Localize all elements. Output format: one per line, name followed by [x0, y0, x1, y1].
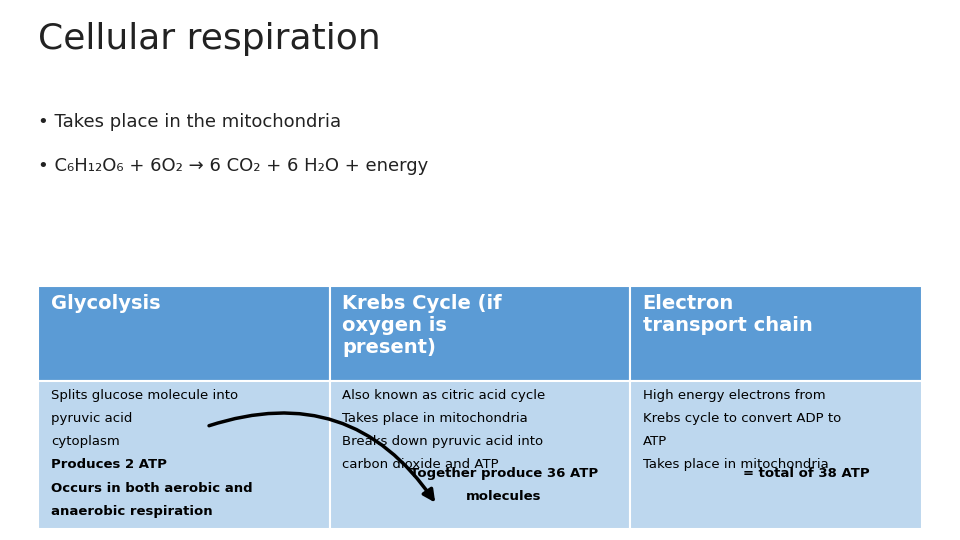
FancyBboxPatch shape — [38, 286, 330, 381]
FancyBboxPatch shape — [630, 286, 922, 381]
Text: carbon dioxide and ATP: carbon dioxide and ATP — [343, 458, 499, 471]
Text: Krebs cycle to convert ADP to: Krebs cycle to convert ADP to — [642, 412, 841, 425]
Text: molecules: molecules — [467, 490, 541, 503]
FancyBboxPatch shape — [330, 286, 630, 381]
Text: • Takes place in the mitochondria: • Takes place in the mitochondria — [38, 113, 342, 131]
Text: High energy electrons from: High energy electrons from — [642, 389, 826, 402]
Text: Also known as citric acid cycle: Also known as citric acid cycle — [343, 389, 545, 402]
FancyBboxPatch shape — [38, 381, 330, 529]
Text: Krebs Cycle (if
oxygen is
present): Krebs Cycle (if oxygen is present) — [343, 294, 502, 357]
Text: Occurs in both aerobic and: Occurs in both aerobic and — [51, 482, 252, 495]
Text: anaerobic respiration: anaerobic respiration — [51, 505, 212, 518]
Text: Glycolysis: Glycolysis — [51, 294, 160, 313]
Text: Splits glucose molecule into: Splits glucose molecule into — [51, 389, 238, 402]
Text: = total of 38 ATP: = total of 38 ATP — [743, 467, 870, 480]
Text: Cellular respiration: Cellular respiration — [38, 22, 381, 56]
Text: Takes place in mitochondria: Takes place in mitochondria — [642, 458, 828, 471]
Text: Takes place in mitochondria: Takes place in mitochondria — [343, 412, 528, 425]
Text: cytoplasm: cytoplasm — [51, 435, 120, 448]
Text: Together produce 36 ATP: Together produce 36 ATP — [410, 467, 598, 480]
Text: Electron
transport chain: Electron transport chain — [642, 294, 812, 335]
FancyBboxPatch shape — [330, 381, 630, 529]
Text: pyruvic acid: pyruvic acid — [51, 412, 132, 425]
FancyBboxPatch shape — [630, 381, 922, 529]
Text: • C₆H₁₂O₆ + 6O₂ → 6 CO₂ + 6 H₂O + energy: • C₆H₁₂O₆ + 6O₂ → 6 CO₂ + 6 H₂O + energy — [38, 157, 429, 174]
FancyArrowPatch shape — [209, 413, 433, 500]
Text: Breaks down pyruvic acid into: Breaks down pyruvic acid into — [343, 435, 543, 448]
Text: Produces 2 ATP: Produces 2 ATP — [51, 458, 167, 471]
Text: ATP: ATP — [642, 435, 667, 448]
